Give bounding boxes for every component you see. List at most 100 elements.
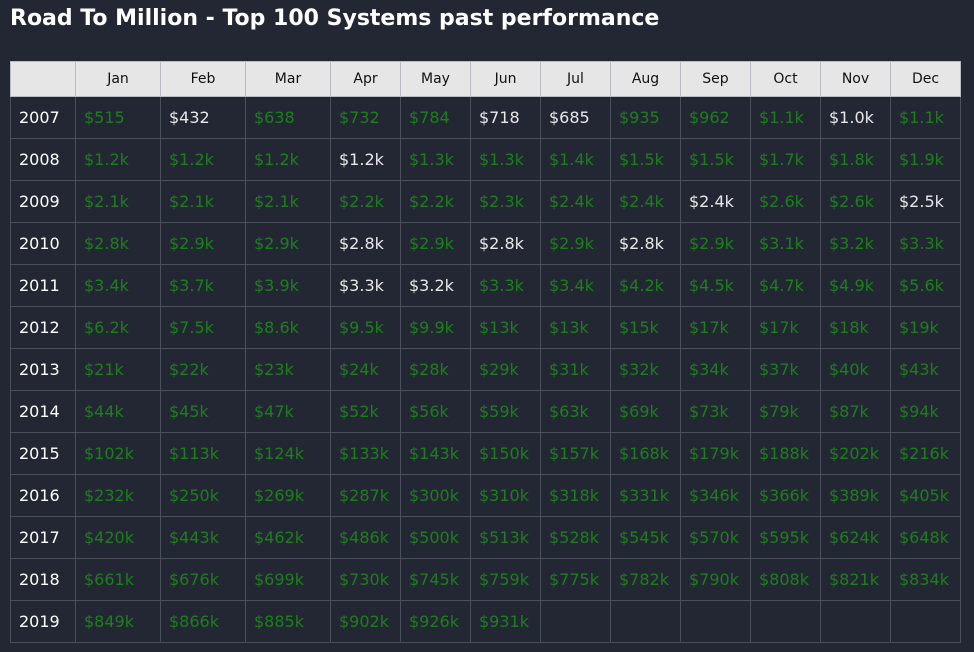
year-label: 2019 bbox=[10, 600, 76, 643]
value-cell: $1.2k bbox=[245, 138, 331, 181]
value-cell: $157k bbox=[540, 432, 611, 475]
value-cell bbox=[610, 600, 681, 643]
value-cell: $1.3k bbox=[470, 138, 541, 181]
value-cell: $32k bbox=[610, 348, 681, 391]
table-row: 2019 $849k $866k $885k $902k $926k $931k bbox=[10, 600, 961, 643]
value-cell: $570k bbox=[680, 516, 751, 559]
value-cell: $4.2k bbox=[610, 264, 681, 307]
year-label: 2017 bbox=[10, 516, 76, 559]
value-cell: $1.1k bbox=[750, 96, 821, 139]
value-cell: $2.6k bbox=[820, 180, 891, 223]
value-cell: $73k bbox=[680, 390, 751, 433]
value-cell: $3.3k bbox=[890, 222, 961, 265]
value-cell bbox=[890, 600, 961, 643]
table-row: 2010 $2.8k $2.9k $2.9k $2.8k $2.9k $2.8k $2.9k $… bbox=[10, 222, 961, 265]
value-cell: $1.0k bbox=[820, 96, 891, 139]
year-label: 2016 bbox=[10, 474, 76, 517]
table-row: 2015 $102k $113k $124k $133k $143k $150k $157k $… bbox=[10, 432, 961, 475]
value-cell: $188k bbox=[750, 432, 821, 475]
month-header: May bbox=[400, 61, 471, 97]
value-cell: $2.8k bbox=[470, 222, 541, 265]
value-cell: $202k bbox=[820, 432, 891, 475]
value-cell: $745k bbox=[400, 558, 471, 601]
value-cell: $6.2k bbox=[75, 306, 161, 349]
table-row: 2018 $661k $676k $699k $730k $745k $759k $775k $… bbox=[10, 558, 961, 601]
value-cell: $59k bbox=[470, 390, 541, 433]
value-cell: $2.5k bbox=[890, 180, 961, 223]
value-cell: $1.5k bbox=[680, 138, 751, 181]
value-cell: $624k bbox=[820, 516, 891, 559]
value-cell: $1.3k bbox=[400, 138, 471, 181]
month-header: Sep bbox=[680, 61, 751, 97]
value-cell: $150k bbox=[470, 432, 541, 475]
value-cell: $486k bbox=[330, 516, 401, 559]
value-cell: $3.2k bbox=[820, 222, 891, 265]
value-cell: $808k bbox=[750, 558, 821, 601]
value-cell: $310k bbox=[470, 474, 541, 517]
value-cell: $250k bbox=[160, 474, 246, 517]
value-cell: $232k bbox=[75, 474, 161, 517]
value-cell: $1.8k bbox=[820, 138, 891, 181]
month-header: Jan bbox=[75, 61, 161, 97]
value-cell: $2.9k bbox=[160, 222, 246, 265]
value-cell: $528k bbox=[540, 516, 611, 559]
value-cell: $1.1k bbox=[890, 96, 961, 139]
value-cell: $2.9k bbox=[245, 222, 331, 265]
month-header: Nov bbox=[820, 61, 891, 97]
value-cell: $300k bbox=[400, 474, 471, 517]
value-cell: $63k bbox=[540, 390, 611, 433]
value-cell: $102k bbox=[75, 432, 161, 475]
value-cell: $931k bbox=[470, 600, 541, 643]
table-row: 2012 $6.2k $7.5k $8.6k $9.5k $9.9k $13k $13k $15… bbox=[10, 306, 961, 349]
value-cell: $782k bbox=[610, 558, 681, 601]
value-cell: $44k bbox=[75, 390, 161, 433]
value-cell: $2.4k bbox=[610, 180, 681, 223]
value-cell: $3.2k bbox=[400, 264, 471, 307]
value-cell: $638 bbox=[245, 96, 331, 139]
table-body: 2007 $515 $432 $638 $732 $784 $718 $685 $935 $962… bbox=[10, 96, 961, 643]
header-row: Jan Feb Mar Apr May Jun Jul Aug Sep Oct … bbox=[10, 61, 961, 97]
value-cell: $718 bbox=[470, 96, 541, 139]
value-cell: $34k bbox=[680, 348, 751, 391]
value-cell: $2.6k bbox=[750, 180, 821, 223]
value-cell: $87k bbox=[820, 390, 891, 433]
value-cell: $420k bbox=[75, 516, 161, 559]
value-cell: $661k bbox=[75, 558, 161, 601]
value-cell: $3.9k bbox=[245, 264, 331, 307]
value-cell: $4.9k bbox=[820, 264, 891, 307]
value-cell: $902k bbox=[330, 600, 401, 643]
corner-header bbox=[10, 61, 76, 97]
value-cell: $5.6k bbox=[890, 264, 961, 307]
value-cell: $45k bbox=[160, 390, 246, 433]
value-cell: $2.1k bbox=[75, 180, 161, 223]
table-row: 2013 $21k $22k $23k $24k $28k $29k $31k $32k $34k… bbox=[10, 348, 961, 391]
value-cell: $19k bbox=[890, 306, 961, 349]
value-cell: $23k bbox=[245, 348, 331, 391]
value-cell: $2.9k bbox=[680, 222, 751, 265]
value-cell: $1.4k bbox=[540, 138, 611, 181]
value-cell: $962 bbox=[680, 96, 751, 139]
value-cell: $52k bbox=[330, 390, 401, 433]
value-cell: $318k bbox=[540, 474, 611, 517]
value-cell: $1.2k bbox=[330, 138, 401, 181]
value-cell bbox=[680, 600, 751, 643]
value-cell: $13k bbox=[540, 306, 611, 349]
value-cell: $269k bbox=[245, 474, 331, 517]
value-cell: $3.3k bbox=[330, 264, 401, 307]
value-cell: $47k bbox=[245, 390, 331, 433]
value-cell: $21k bbox=[75, 348, 161, 391]
value-cell: $17k bbox=[680, 306, 751, 349]
value-cell: $366k bbox=[750, 474, 821, 517]
value-cell: $29k bbox=[470, 348, 541, 391]
value-cell: $515 bbox=[75, 96, 161, 139]
value-cell: $676k bbox=[160, 558, 246, 601]
value-cell: $4.7k bbox=[750, 264, 821, 307]
value-cell: $179k bbox=[680, 432, 751, 475]
month-header: Mar bbox=[245, 61, 331, 97]
table-row: 2014 $44k $45k $47k $52k $56k $59k $63k $69k $73k… bbox=[10, 390, 961, 433]
value-cell: $2.4k bbox=[540, 180, 611, 223]
value-cell: $443k bbox=[160, 516, 246, 559]
year-label: 2009 bbox=[10, 180, 76, 223]
year-label: 2012 bbox=[10, 306, 76, 349]
value-cell: $685 bbox=[540, 96, 611, 139]
